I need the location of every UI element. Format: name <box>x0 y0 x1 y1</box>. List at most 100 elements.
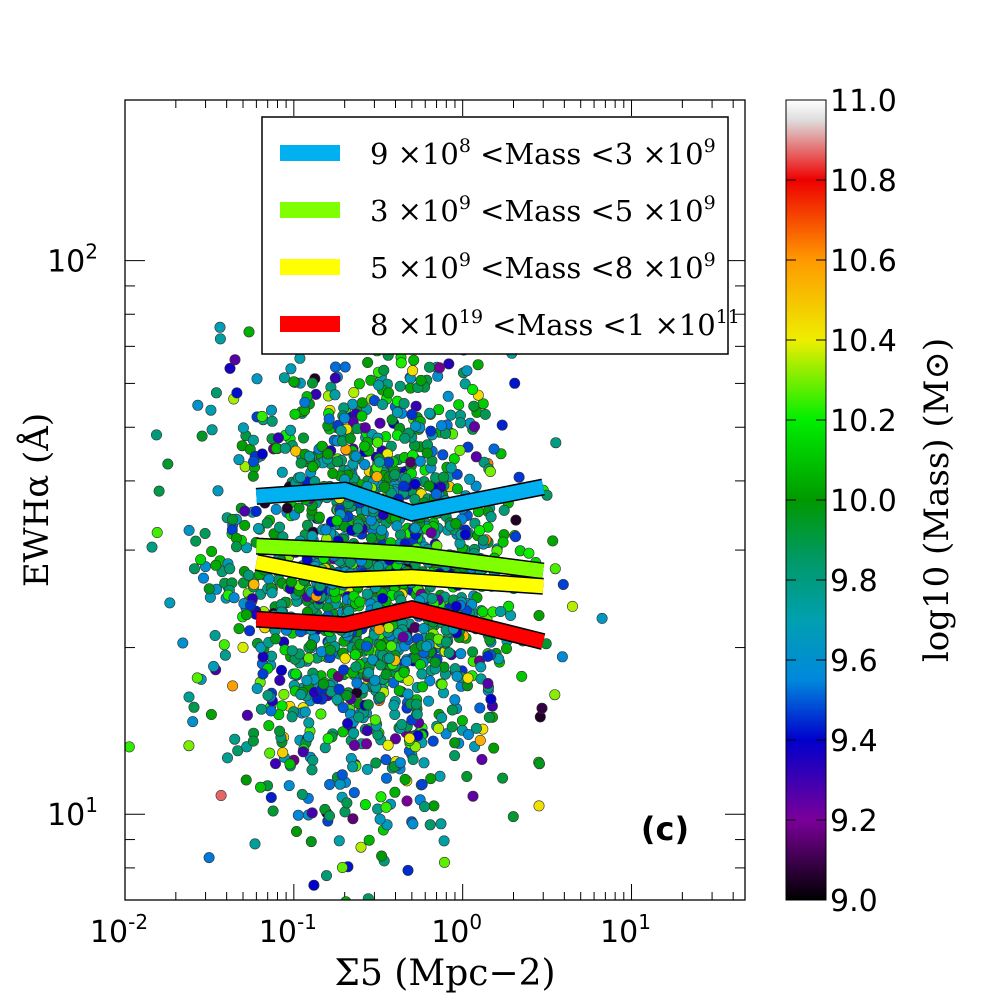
scatter-point <box>596 612 608 624</box>
scatter-point <box>430 488 442 500</box>
scatter-point <box>303 717 315 729</box>
scatter-point <box>290 668 302 680</box>
scatter-point <box>261 517 273 529</box>
scatter-point <box>347 761 359 773</box>
scatter-point <box>470 451 482 463</box>
scatter-point <box>408 354 420 366</box>
scatter-point <box>339 652 351 664</box>
scatter-point <box>549 689 561 701</box>
scatter-point <box>331 515 343 527</box>
scatter-point <box>210 559 222 571</box>
y-tick-label: 101 <box>47 793 98 833</box>
scatter-point <box>455 648 467 660</box>
scatter-point <box>183 524 195 536</box>
scatter-point <box>382 739 394 751</box>
scatter-point <box>482 650 494 662</box>
scatter-point <box>248 578 260 590</box>
scatter-point <box>409 478 421 490</box>
scatter-point <box>500 643 512 655</box>
scatter-point <box>383 456 395 468</box>
scatter-point <box>215 789 227 801</box>
scatter-point <box>177 637 189 649</box>
scatter-point <box>248 456 260 468</box>
colorbar-tick-label: 9.4 <box>830 724 878 759</box>
scatter-point <box>438 471 450 483</box>
scatter-point <box>482 677 494 689</box>
scatter-point <box>329 372 341 384</box>
scatter-point <box>324 778 336 790</box>
scatter-point <box>299 396 311 408</box>
scatter-point <box>425 425 437 437</box>
colorbar-label: log10 (Mass) (M⊙) <box>917 338 957 662</box>
scatter-point <box>244 625 256 637</box>
scatter-point <box>361 763 373 775</box>
scatter-point <box>164 597 176 609</box>
scatter-point <box>391 520 403 532</box>
scatter-point <box>195 554 207 566</box>
y-axis-label: EWHα (Å) <box>16 413 57 587</box>
scatter-point <box>434 770 446 782</box>
scatter-point <box>445 462 457 474</box>
scatter-point <box>533 609 545 621</box>
scatter-point <box>373 456 385 468</box>
scatter-point <box>295 689 307 701</box>
scatter-point <box>349 649 361 661</box>
scatter-point <box>423 361 435 373</box>
scatter-point <box>363 834 375 846</box>
scatter-point <box>303 450 315 462</box>
scatter-point <box>484 465 496 477</box>
scatter-point <box>468 421 480 433</box>
scatter-point <box>324 644 336 656</box>
scatter-point <box>449 750 461 762</box>
scatter-point <box>443 647 455 659</box>
scatter-point <box>256 448 268 460</box>
scatter-point <box>196 430 208 442</box>
scatter-point <box>192 399 204 411</box>
panel-label: (c) <box>641 810 689 848</box>
scatter-point <box>376 850 388 862</box>
colorbar-tick-label: 9.2 <box>830 804 878 839</box>
colorbar-tick-label: 9.0 <box>830 884 878 919</box>
scatter-point <box>386 414 398 426</box>
scatter-point <box>267 805 279 817</box>
scatter-point <box>425 527 437 539</box>
scatter-point <box>374 813 386 825</box>
scatter-point <box>455 417 467 429</box>
scatter-point <box>210 387 222 399</box>
scatter-point <box>323 413 335 425</box>
scatter-point <box>320 524 332 536</box>
scatter-point <box>436 712 448 724</box>
scatter-point <box>356 410 368 422</box>
scatter-point <box>337 702 349 714</box>
scatter-point <box>240 774 252 786</box>
scatter-point <box>414 455 426 467</box>
scatter-point <box>332 919 342 929</box>
scatter-point <box>224 362 236 374</box>
scatter-point <box>374 417 386 429</box>
scatter-point <box>255 641 267 653</box>
scatter-point <box>286 711 298 723</box>
scatter-point <box>251 373 263 385</box>
scatter-point <box>341 797 353 809</box>
scatter-point <box>418 801 430 813</box>
scatter-point <box>239 519 251 531</box>
scatter-point <box>191 672 203 684</box>
scatter-point <box>446 721 458 733</box>
scatter-point <box>241 709 253 721</box>
scatter-point <box>446 704 458 716</box>
scatter-point <box>416 668 428 680</box>
scatter-point <box>218 639 230 651</box>
scatter-point <box>380 772 392 784</box>
scatter-point <box>440 636 452 648</box>
scatter-point <box>329 361 341 373</box>
scatter-point <box>270 633 282 645</box>
scatter-point <box>409 522 421 534</box>
scatter-point <box>373 379 385 391</box>
scatter-point <box>257 668 269 680</box>
colorbar-tick-label: 10.0 <box>830 484 897 519</box>
scatter-point <box>380 801 392 813</box>
scatter-point <box>467 790 479 802</box>
scatter-point <box>367 654 379 666</box>
scatter-point <box>428 800 440 812</box>
scatter-point <box>497 772 509 784</box>
